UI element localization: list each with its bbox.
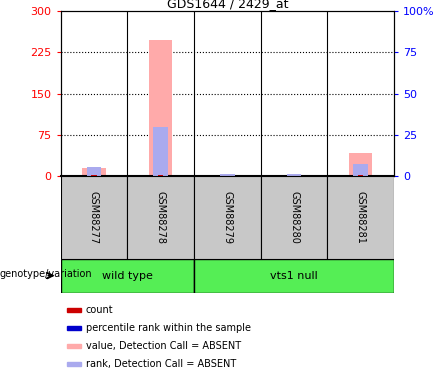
- Text: genotype/variation: genotype/variation: [0, 269, 93, 279]
- Bar: [67, 362, 81, 366]
- Bar: [67, 326, 81, 330]
- Bar: [87, 168, 101, 176]
- Text: rank, Detection Call = ABSENT: rank, Detection Call = ABSENT: [86, 359, 236, 369]
- Text: GSM88278: GSM88278: [155, 191, 166, 244]
- Bar: [67, 308, 81, 312]
- Text: value, Detection Call = ABSENT: value, Detection Call = ABSENT: [86, 341, 241, 351]
- Bar: [158, 175, 163, 176]
- Bar: [358, 175, 363, 176]
- Text: GSM88280: GSM88280: [289, 191, 299, 244]
- Bar: [194, 259, 394, 292]
- Bar: [61, 176, 127, 259]
- Bar: [327, 176, 394, 259]
- Text: count: count: [86, 305, 113, 315]
- Bar: [91, 175, 97, 176]
- Text: GSM88279: GSM88279: [222, 191, 233, 244]
- Bar: [353, 164, 368, 176]
- Bar: [61, 259, 194, 292]
- Text: GSM88277: GSM88277: [89, 191, 99, 244]
- Bar: [127, 176, 194, 259]
- Text: wild type: wild type: [102, 271, 153, 280]
- Bar: [67, 344, 81, 348]
- Text: vts1 null: vts1 null: [270, 271, 318, 280]
- Text: percentile rank within the sample: percentile rank within the sample: [86, 323, 251, 333]
- Title: GDS1644 / 2429_at: GDS1644 / 2429_at: [167, 0, 288, 10]
- Bar: [194, 176, 261, 259]
- Bar: [349, 153, 372, 176]
- Bar: [153, 127, 168, 176]
- Bar: [82, 168, 106, 176]
- Bar: [287, 174, 301, 176]
- Text: GSM88281: GSM88281: [355, 191, 366, 244]
- Bar: [149, 40, 172, 176]
- Bar: [261, 176, 327, 259]
- Bar: [220, 174, 235, 176]
